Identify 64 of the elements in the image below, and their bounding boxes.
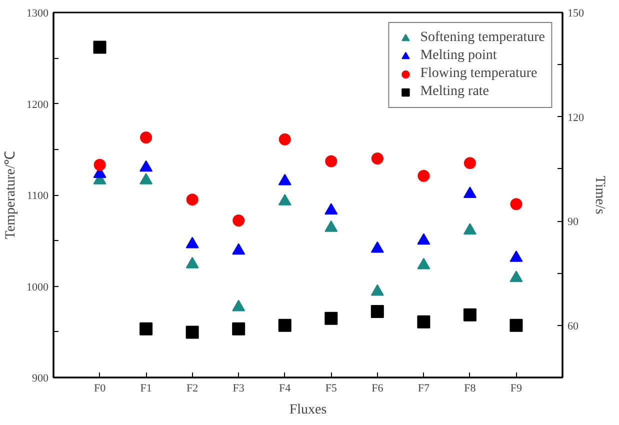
- x-tick-label: F0: [94, 382, 106, 394]
- point: [186, 194, 198, 206]
- legend-label: Flowing temperature: [420, 65, 538, 83]
- y2-tick-label: 150: [568, 8, 584, 20]
- point: [278, 318, 292, 332]
- point: [370, 284, 384, 296]
- y-tick-label: 900: [32, 372, 49, 384]
- y-axis-title: Temperature/℃: [4, 150, 18, 240]
- point: [140, 160, 153, 172]
- point: [464, 157, 476, 170]
- x-tick-label: F5: [325, 382, 338, 394]
- x-tick-label: F8: [464, 382, 476, 394]
- point: [463, 223, 476, 235]
- x-tick-label: F4: [279, 382, 292, 394]
- x-tick-label: F7: [418, 382, 430, 394]
- point: [140, 172, 153, 184]
- point: [232, 214, 245, 227]
- point: [510, 250, 523, 262]
- legend-label: Melting rate: [420, 83, 490, 101]
- y-tick-label: 1200: [26, 98, 49, 111]
- y2-tick-label: 60: [568, 320, 579, 332]
- point: [232, 300, 246, 312]
- y-tick-label: 1000: [26, 281, 49, 294]
- point: [93, 40, 106, 54]
- point: [232, 243, 246, 255]
- x-tick-label: F2: [186, 382, 198, 394]
- y2-axis-title: Time/s: [592, 176, 607, 214]
- point: [463, 308, 476, 322]
- point: [325, 155, 338, 168]
- point: [278, 133, 291, 146]
- point: [370, 241, 384, 253]
- point: [232, 322, 246, 336]
- point: [324, 220, 338, 232]
- point: [510, 198, 522, 210]
- x-tick-label: F9: [510, 382, 523, 394]
- point: [186, 256, 199, 268]
- point: [370, 304, 384, 318]
- point: [510, 270, 523, 282]
- x-tick-label: F3: [232, 382, 245, 394]
- x-tick-label: F1: [140, 382, 152, 394]
- point: [324, 312, 338, 325]
- y-tick-label: 1100: [26, 190, 49, 202]
- point: [94, 158, 106, 171]
- x-tick-label: F6: [372, 382, 384, 394]
- point: [186, 236, 199, 248]
- point: [278, 174, 292, 186]
- y2-tick-label: 90: [568, 216, 579, 228]
- x-axis-title: Fluxes: [289, 402, 327, 418]
- point: [417, 233, 430, 245]
- point: [417, 258, 430, 270]
- point: [371, 152, 384, 164]
- point: [463, 186, 476, 198]
- point: [510, 318, 523, 332]
- y2-tick-label: 120: [568, 112, 584, 124]
- point: [140, 322, 153, 336]
- point: [418, 170, 430, 182]
- point: [417, 315, 430, 328]
- y-tick-label: 1300: [26, 8, 49, 20]
- point: [186, 326, 199, 339]
- point: [140, 132, 152, 144]
- legend-label: Melting point: [420, 47, 497, 65]
- legend-label: Softening temperature: [420, 29, 545, 47]
- point: [278, 194, 292, 206]
- point: [324, 203, 338, 214]
